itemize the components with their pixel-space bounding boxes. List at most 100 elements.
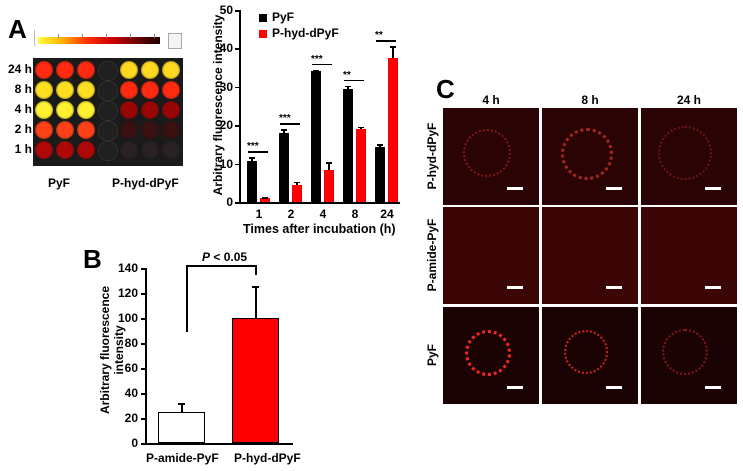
microscopy-tile xyxy=(641,207,737,304)
bar-pyf xyxy=(343,88,353,202)
error-cap xyxy=(390,46,396,48)
plate-well xyxy=(77,81,95,99)
plate-well xyxy=(120,101,138,119)
bar-phyd xyxy=(356,129,366,202)
microscopy-row-label: PyF xyxy=(425,343,439,366)
plate-well xyxy=(162,101,180,119)
plate-well xyxy=(56,61,74,79)
colorbar xyxy=(38,34,160,44)
chart-a-y-axis xyxy=(239,10,241,202)
chart-b-ytick xyxy=(141,343,145,345)
bar-hyd xyxy=(232,318,279,443)
legend-label-phyd: P-hyd-dPyF xyxy=(272,26,339,40)
error-bar xyxy=(347,85,349,89)
error-cap xyxy=(178,403,185,405)
chart-b-ylabel-line1: Arbitrary fluorescence xyxy=(98,285,112,415)
plate-well xyxy=(98,101,118,121)
plate-well xyxy=(120,121,138,139)
plate-well xyxy=(98,121,118,141)
panel-a-label: A xyxy=(8,14,27,44)
chart-a-ytick-label: 0 xyxy=(226,195,233,209)
plate-well xyxy=(77,121,95,139)
significance-bracket-right xyxy=(255,265,257,275)
significance-line xyxy=(344,79,364,82)
error-cap xyxy=(262,197,268,199)
scale-bar xyxy=(705,386,721,389)
error-bar xyxy=(379,144,381,148)
bar-pyf xyxy=(375,147,385,202)
chart-b-xtick-hyd: P-hyd-dPyF xyxy=(234,451,301,465)
scale-bar xyxy=(507,386,523,389)
cell-membrane-ring xyxy=(662,328,708,375)
error-cap xyxy=(345,85,351,88)
colorbar-axis-label xyxy=(34,30,35,46)
chart-b-ytick xyxy=(141,268,145,270)
chart-b-ytick xyxy=(141,393,145,395)
plate-well xyxy=(120,61,138,79)
chart-b-ytick-label: 80 xyxy=(124,336,138,350)
plate-well xyxy=(162,61,180,79)
plate-well xyxy=(141,101,159,119)
error-cap xyxy=(377,144,383,146)
scale-bar xyxy=(705,286,721,289)
bar-phyd xyxy=(388,57,398,202)
significance-stars: *** xyxy=(311,53,323,65)
error-bar xyxy=(328,162,330,170)
plate-row-label: 8 h xyxy=(14,82,32,96)
plate-well xyxy=(56,121,74,139)
error-cap xyxy=(281,129,287,131)
plate-well xyxy=(77,141,95,159)
plate-well xyxy=(162,121,180,139)
plate-group-label-pyf: PyF xyxy=(48,176,71,190)
chart-a-xtick-label: 2 xyxy=(287,207,295,221)
chart-b-x-axis xyxy=(145,443,293,445)
microscopy-tile xyxy=(542,307,638,404)
cell-membrane-ring xyxy=(465,329,511,376)
error-bar xyxy=(283,129,285,133)
bar-pyf xyxy=(279,132,289,202)
significance-stars: *** xyxy=(247,141,259,153)
microscopy-tile xyxy=(542,207,638,304)
colorbar-gradient xyxy=(38,37,160,44)
plate-well xyxy=(56,81,74,99)
plate-well xyxy=(141,121,159,139)
pvalue-p: P xyxy=(202,250,211,264)
plate-well xyxy=(141,61,159,79)
panel-c-label: C xyxy=(436,74,455,104)
scale-bar xyxy=(606,386,622,389)
chart-a-ytick-label: 40 xyxy=(219,41,233,56)
chart-a-ytick-label: 50 xyxy=(219,3,233,17)
error-cap xyxy=(294,181,300,184)
microscopy-tile xyxy=(443,207,539,304)
cell-membrane-ring xyxy=(658,125,712,180)
chart-b-ytick-label: 120 xyxy=(117,286,138,300)
significance-bracket-left xyxy=(186,265,188,332)
scale-bar xyxy=(606,286,622,289)
scale-bar xyxy=(606,187,622,190)
chart-a-xlabel: Times after incubation (h) xyxy=(243,222,396,236)
significance-stars: ** xyxy=(375,30,383,42)
cell-membrane-ring xyxy=(564,329,608,374)
plate-well xyxy=(35,81,53,99)
plate-image xyxy=(33,58,183,166)
error-bar xyxy=(296,181,298,186)
plate-well xyxy=(77,101,95,119)
plate-well xyxy=(56,101,74,119)
error-bar xyxy=(181,403,183,412)
plate-well xyxy=(35,121,53,139)
chart-a-ytick xyxy=(235,202,239,204)
chart-b-ytick-label: 140 xyxy=(117,261,138,275)
error-bar xyxy=(251,157,253,161)
chart-a-ytick xyxy=(235,86,239,89)
chart-b-ytick-label: 40 xyxy=(124,386,138,400)
chart-a-xtick-label: 8 xyxy=(351,207,359,221)
microscopy-tile xyxy=(641,307,737,404)
significance-line xyxy=(312,63,332,66)
chart-a-xtick-label: 4 xyxy=(319,207,327,221)
legend-swatch-phyd xyxy=(259,30,267,38)
plate-row-label: 24 h xyxy=(7,62,32,76)
chart-a-ytick xyxy=(235,48,239,50)
chart-a-ytick xyxy=(235,10,239,12)
colorbar-units-box xyxy=(168,33,182,49)
pvalue-annotation: P < 0.05 xyxy=(202,250,247,264)
